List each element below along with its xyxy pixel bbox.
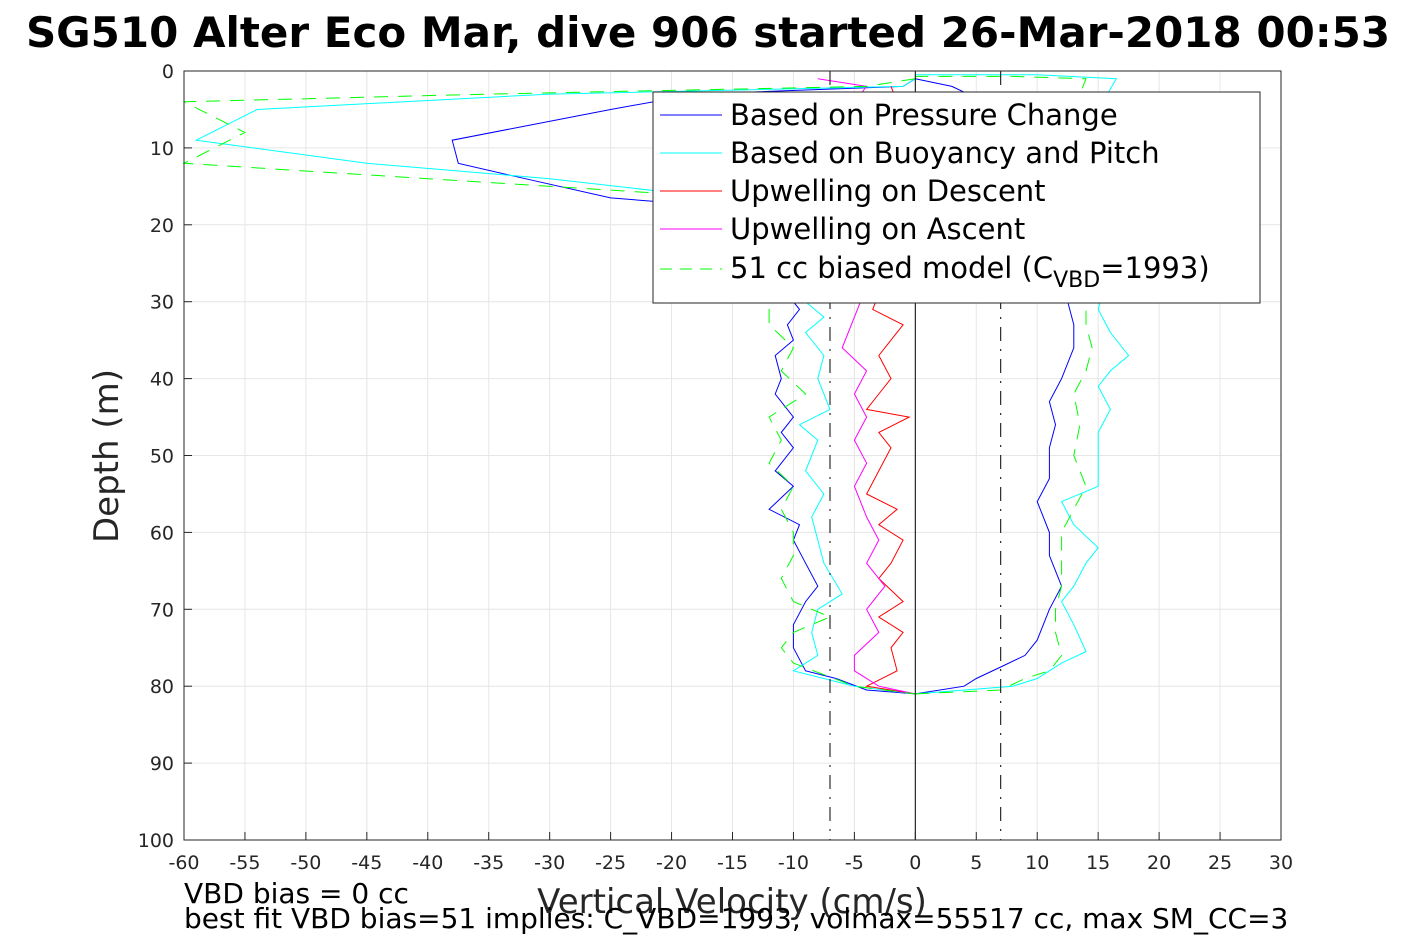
y-tick-label: 90 — [150, 753, 174, 775]
y-tick-label: 100 — [138, 830, 174, 852]
legend-biased-model-prefix: 51 cc biased model (C — [730, 251, 1053, 285]
y-axis-label: Depth (m) — [87, 369, 127, 543]
x-tick-label: -10 — [778, 852, 809, 874]
x-tick-label: 25 — [1208, 852, 1232, 874]
x-tick-label: -30 — [534, 852, 565, 874]
x-tick-label: -40 — [412, 852, 443, 874]
x-tick-label: 20 — [1147, 852, 1171, 874]
x-tick-label: -20 — [656, 852, 687, 874]
y-tick-label: 60 — [150, 522, 174, 544]
y-tick-label: 10 — [150, 138, 174, 160]
x-tick-label: -35 — [473, 852, 504, 874]
x-tick-label: 5 — [970, 852, 982, 874]
legend-entry-upwelling-descent: Upwelling on Descent — [730, 174, 1046, 208]
x-tick-label: -25 — [595, 852, 626, 874]
x-tick-label: -60 — [168, 852, 199, 874]
legend-entry-pressure: Based on Pressure Change — [730, 98, 1118, 132]
x-tick-label: -50 — [290, 852, 321, 874]
x-axis-label: Vertical Velocity (cm/s) — [537, 882, 927, 922]
legend-biased-model-suffix: =1993) — [1100, 251, 1209, 285]
x-tick-label: -55 — [229, 852, 260, 874]
footer-vbd-bias: VBD bias = 0 cc — [184, 877, 409, 910]
legend-entry-biased-model: 51 cc biased model (CVBD=1993) — [730, 251, 1210, 293]
x-tick-label: 10 — [1025, 852, 1049, 874]
y-tick-label: 50 — [150, 446, 174, 468]
y-tick-label: 20 — [150, 215, 174, 237]
legend-entry-upwelling-ascent: Upwelling on Ascent — [730, 212, 1025, 246]
series-line-1-0 — [194, 78, 916, 695]
legend: Based on Pressure Change Based on Buoyan… — [652, 91, 1261, 304]
y-tick-label: 80 — [150, 676, 174, 698]
legend-entry-buoyancy: Based on Buoyancy and Pitch — [730, 136, 1160, 170]
y-tick-label: 30 — [150, 292, 174, 314]
chart-title: SG510 Alter Eco Mar, dive 906 started 26… — [26, 8, 1390, 57]
x-tick-label: 0 — [909, 852, 921, 874]
y-tick-label: 0 — [162, 61, 174, 83]
legend-box — [652, 91, 1261, 304]
footer-best-fit: best fit VBD bias=51 implies: C_VBD=1993… — [184, 902, 1288, 935]
y-tick-label: 70 — [150, 599, 174, 621]
x-tick-label: -45 — [351, 852, 382, 874]
x-tick-label: 15 — [1086, 852, 1110, 874]
x-tick-label: -5 — [845, 852, 864, 874]
axis-ticks: -60 -55 -50 -45 -40 -35 -30 -25 -20 -15 -10 -5 0 5 10 1… — [138, 61, 1293, 874]
y-tick-label: 40 — [150, 369, 174, 391]
x-tick-label: 30 — [1269, 852, 1293, 874]
x-tick-label: -15 — [717, 852, 748, 874]
legend-biased-model-subscript: VBD — [1053, 268, 1100, 293]
